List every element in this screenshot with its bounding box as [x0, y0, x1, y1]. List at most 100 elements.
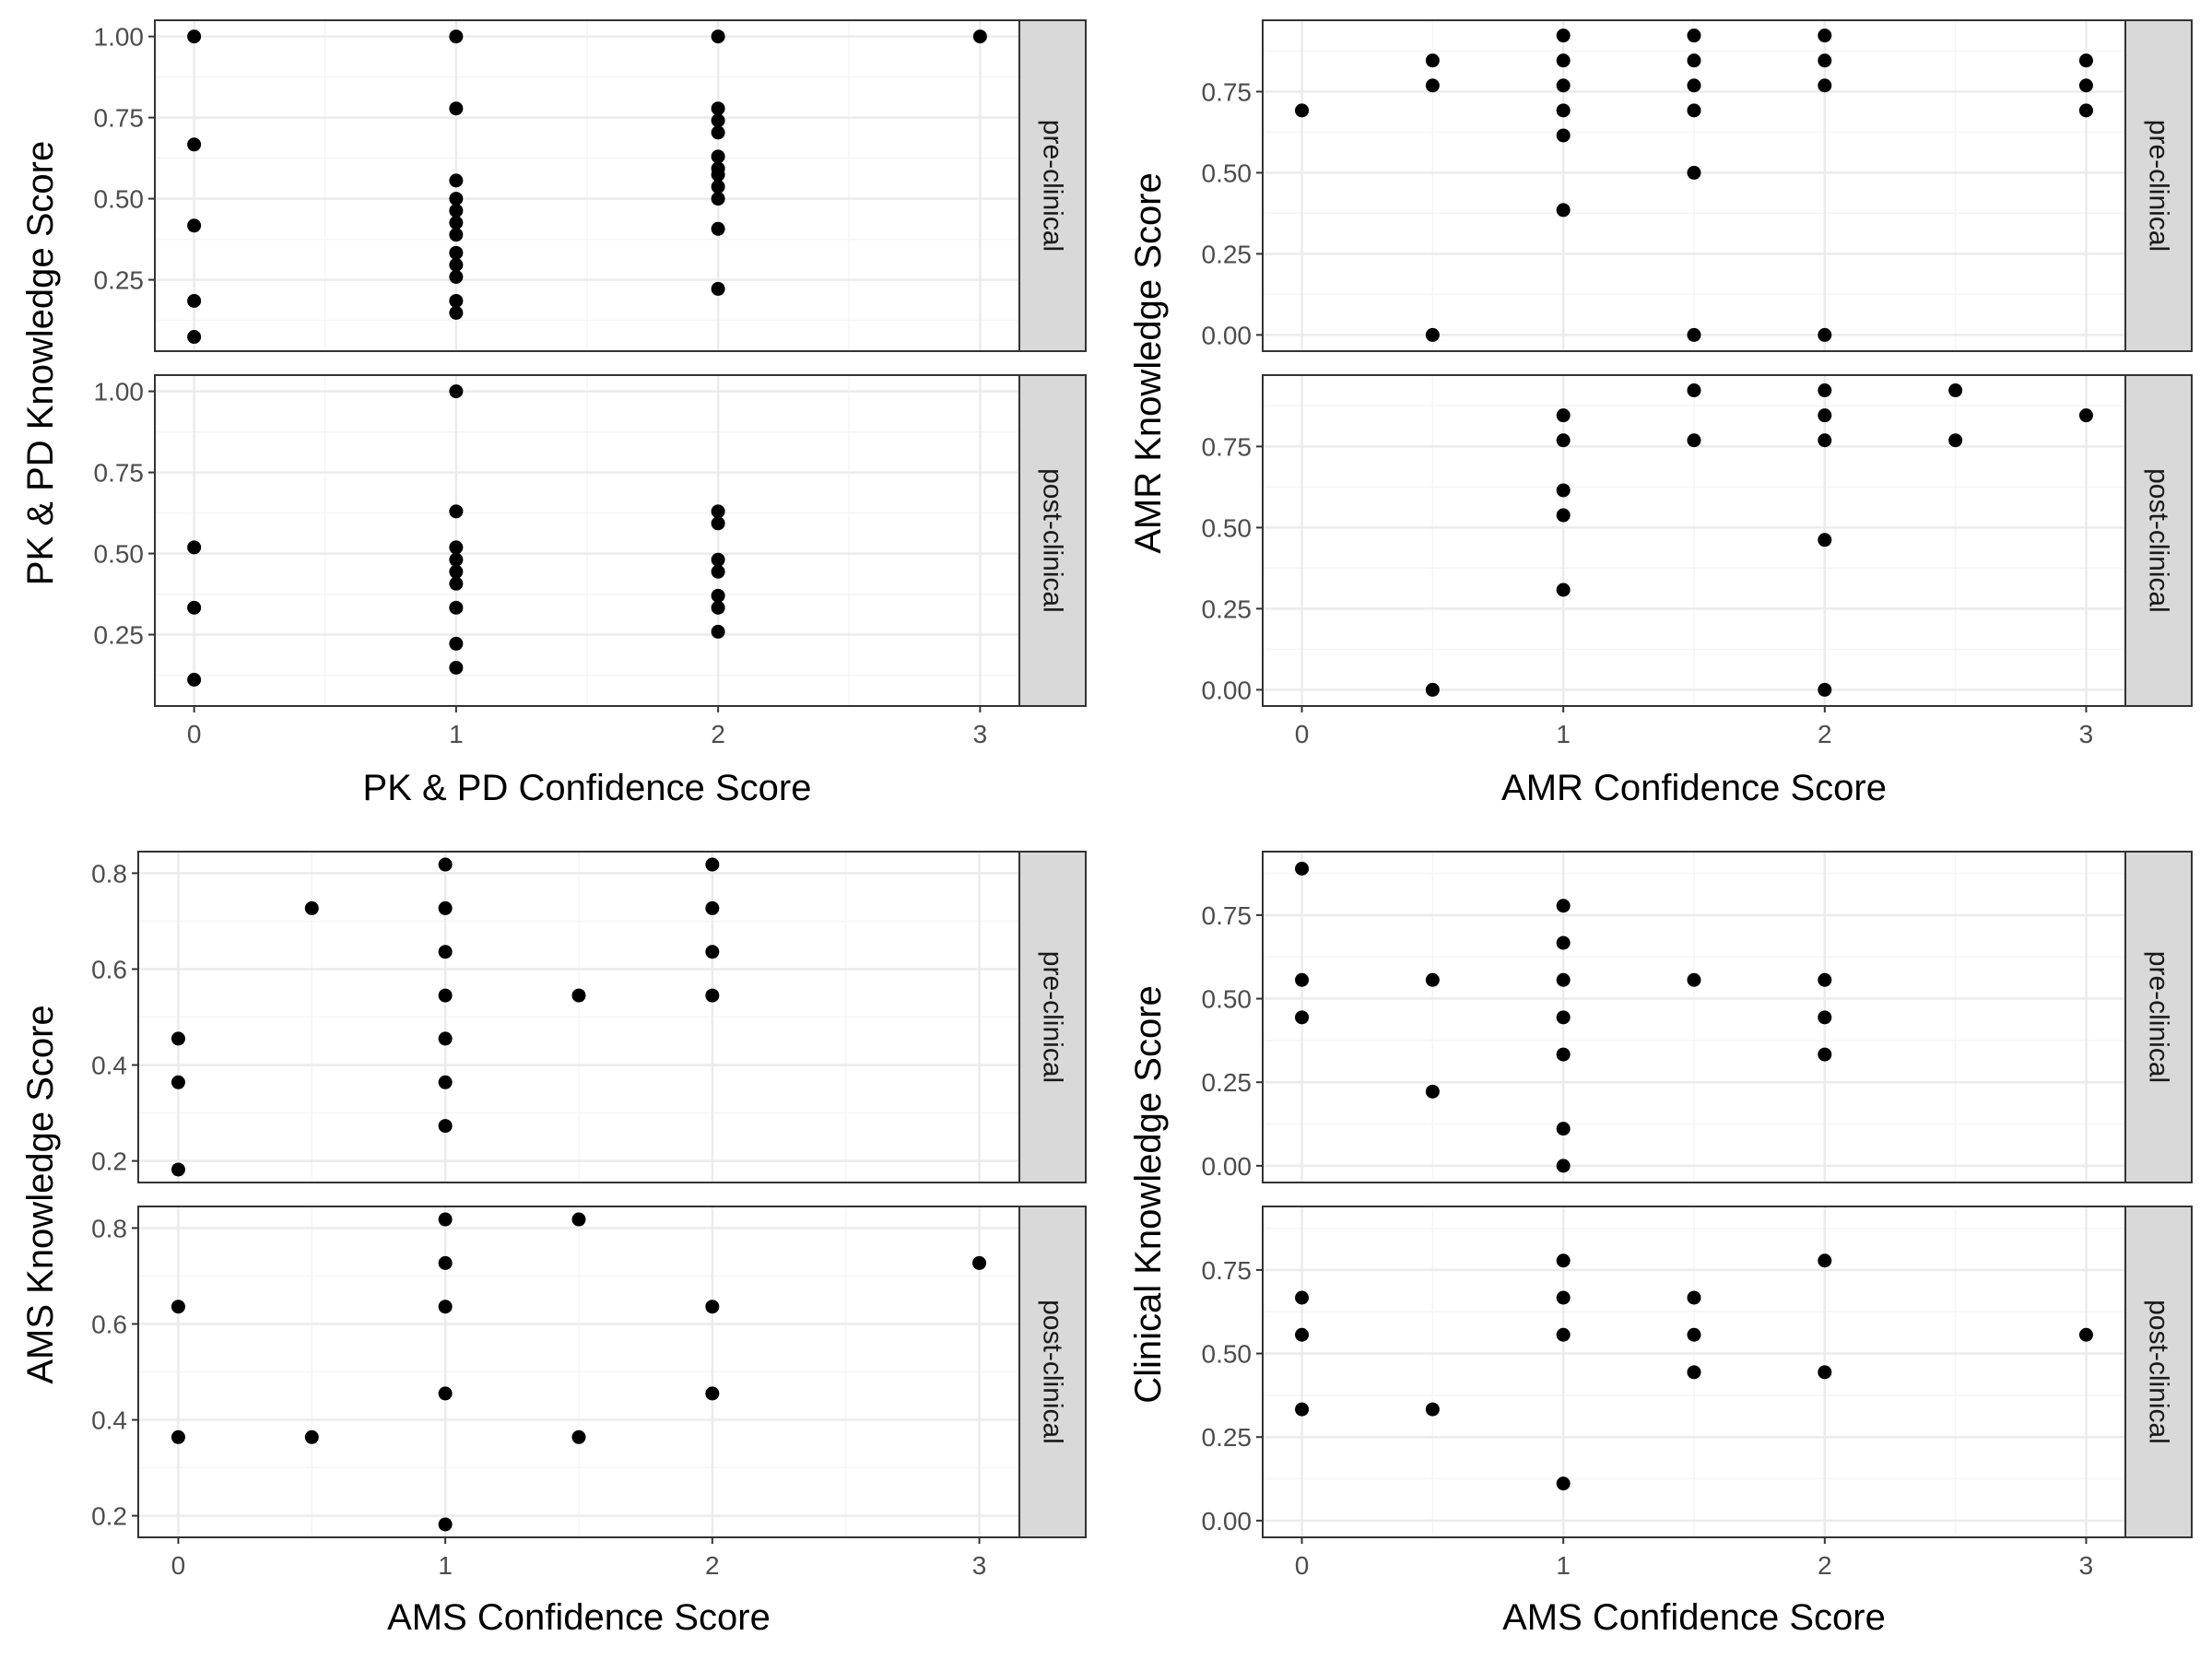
data-point: [705, 1386, 720, 1401]
y-tick-label: 0.25: [1202, 594, 1253, 623]
data-point: [449, 504, 464, 519]
data-point: [711, 125, 725, 140]
chart-panel-1: 0.25 0.50 0.75 1.00 pre-clinical 0.25 0.50 0.75…: [20, 19, 1087, 808]
data-point: [972, 29, 987, 44]
data-point: [449, 305, 464, 320]
data-point: [438, 988, 453, 1003]
chart-panel-3: 0.2 0.4 0.6 0.8 pre-clinical 0.2 0.4 0.6 0.8 post…: [20, 851, 1087, 1638]
facet-strip: [1018, 1206, 1087, 1538]
chart-panel-4: 0.00 0.25 0.50 0.75 pre-clinical 0.00 0.25 0.50…: [1128, 851, 2193, 1638]
data-point: [449, 192, 464, 206]
facet-strip: [1018, 851, 1087, 1183]
y-tick-label: 1.00: [94, 23, 145, 52]
data-point: [2078, 78, 2093, 93]
data-point: [1425, 972, 1440, 987]
y-tick-label: 0.6: [91, 955, 127, 983]
data-point: [972, 1255, 987, 1270]
facet-strip: [1018, 19, 1087, 352]
y-tick-label: 0.4: [91, 1052, 127, 1080]
data-point: [438, 1255, 453, 1270]
data-point: [1556, 1047, 1571, 1062]
data-point: [711, 624, 725, 639]
y-tick-label: 0.00: [1202, 321, 1253, 349]
y-tick-label: 0.2: [91, 1147, 127, 1176]
data-point: [438, 1075, 453, 1089]
data-point: [1295, 103, 1310, 118]
data-point: [449, 540, 464, 555]
data-point: [1556, 1477, 1571, 1491]
data-point: [1556, 935, 1571, 950]
x-tick-label: 1: [1556, 1551, 1571, 1580]
data-point: [1818, 972, 1832, 987]
data-point: [1687, 1327, 1701, 1342]
y-axis-title: AMS Knowledge Score: [20, 1005, 61, 1383]
data-point: [187, 330, 202, 345]
data-point: [1687, 53, 1701, 68]
data-point: [1818, 1010, 1832, 1025]
data-point: [449, 29, 464, 44]
facet-strip: [2124, 19, 2193, 352]
data-point: [1556, 53, 1571, 68]
data-point: [1818, 408, 1832, 423]
y-tick-label: 0.00: [1202, 676, 1253, 704]
data-point: [571, 1212, 586, 1227]
y-tick-label: 0.8: [91, 859, 127, 888]
data-point: [1687, 29, 1701, 43]
data-point: [711, 504, 725, 519]
data-point: [1818, 1253, 1832, 1268]
data-point: [1556, 1159, 1571, 1173]
y-axis-title: PK & PD Knowledge Score: [20, 141, 61, 585]
data-point: [2078, 1327, 2093, 1342]
data-point: [711, 552, 725, 567]
data-point: [438, 1212, 453, 1227]
y-tick-label: 0.6: [91, 1310, 127, 1338]
data-point: [187, 293, 202, 308]
facet-strip-label: pre-clinical: [1038, 120, 1068, 252]
y-tick-label: 0.00: [1202, 1507, 1253, 1535]
y-tick-label: 0.4: [91, 1406, 127, 1435]
data-point: [1295, 1327, 1310, 1342]
facet-pre-clinical: 0.25 0.50 0.75 1.00 pre-clinical: [94, 19, 1087, 352]
data-point: [171, 1300, 185, 1314]
data-point: [1556, 483, 1571, 498]
data-point: [171, 1162, 185, 1177]
facet-strip: [2124, 851, 2193, 1183]
facet-post-clinical: 0.00 0.25 0.50 0.75 post-clinical: [1202, 374, 2193, 707]
data-point: [1687, 383, 1701, 398]
data-point: [449, 257, 464, 272]
data-point: [1818, 433, 1832, 448]
data-point: [1556, 972, 1571, 987]
y-tick-label: 1.00: [94, 378, 145, 406]
facet-strip: [2124, 374, 2193, 707]
data-point: [304, 900, 319, 915]
x-tick-label: 0: [171, 1551, 186, 1580]
data-point: [1556, 433, 1571, 448]
data-point: [1818, 53, 1832, 68]
data-point: [449, 204, 464, 218]
data-point: [187, 29, 202, 44]
data-point: [711, 180, 725, 194]
x-tick-label: 3: [973, 720, 988, 748]
facet-strip: [2124, 1206, 2193, 1538]
data-point: [571, 988, 586, 1003]
y-tick-label: 0.25: [1202, 1068, 1253, 1097]
facet-post-clinical: 0.25 0.50 0.75 1.00 post-clinical: [94, 374, 1087, 707]
data-point: [711, 516, 725, 531]
y-tick-label: 0.25: [1202, 240, 1253, 268]
y-tick-label: 0.75: [94, 459, 145, 488]
x-tick-label: 3: [2079, 720, 2094, 748]
x-tick-label: 2: [711, 720, 725, 748]
data-point: [1687, 1365, 1701, 1380]
data-point: [711, 29, 725, 44]
data-point: [449, 216, 464, 230]
data-point: [711, 101, 725, 116]
data-point: [449, 600, 464, 615]
data-point: [449, 636, 464, 651]
data-point: [1425, 78, 1440, 93]
data-point: [711, 168, 725, 182]
data-point: [711, 149, 725, 164]
data-point: [1556, 899, 1571, 913]
x-tick-label: 2: [705, 1551, 720, 1580]
data-point: [705, 857, 720, 872]
